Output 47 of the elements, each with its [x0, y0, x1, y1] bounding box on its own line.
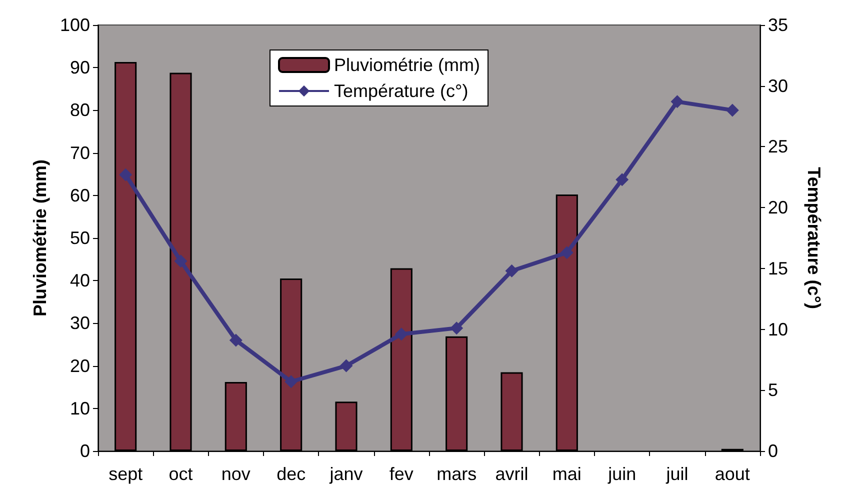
y-tick-label: 40: [70, 270, 90, 291]
y-axis-title: Pluviométrie (mm): [30, 159, 50, 317]
y-tick-label: 20: [70, 356, 90, 376]
y2-tick-label: 30: [768, 76, 788, 96]
y2-axis-title: Température (c°): [804, 167, 824, 309]
x-tick-label: dec: [276, 464, 306, 484]
point: [394, 328, 408, 341]
x-tick-label: sept: [108, 464, 143, 484]
point: [560, 246, 574, 260]
y-tick-label: 0: [80, 441, 90, 461]
legend-label: Température (c°): [334, 81, 468, 101]
y-tick-label: 70: [70, 142, 90, 163]
point: [616, 173, 629, 186]
x-tick-label: aout: [714, 464, 750, 484]
y-tick-label: 10: [70, 398, 90, 418]
x-tick-label: juin: [607, 464, 636, 484]
x-tick-label: janv: [328, 464, 363, 484]
y2-tick-label: 5: [768, 380, 778, 400]
y2-tick-label: 35: [768, 15, 788, 35]
y2-tick-label: 15: [768, 258, 788, 278]
point: [726, 104, 739, 117]
point: [505, 264, 518, 278]
y2-tick-label: 10: [768, 319, 788, 340]
y2-tick-label: 25: [768, 136, 788, 157]
x-tick-label: oct: [168, 464, 193, 484]
point: [284, 375, 298, 388]
y-tick-label: 30: [70, 313, 90, 334]
x-tick-label: juil: [665, 464, 688, 484]
y-tick-label: 60: [70, 185, 90, 206]
x-tick-label: mars: [436, 464, 477, 484]
point: [670, 95, 684, 108]
point: [450, 322, 464, 335]
point: [174, 254, 188, 268]
point: [340, 359, 353, 372]
x-tick-label: nov: [221, 464, 250, 484]
y2-tick-label: 20: [768, 198, 788, 218]
x-tick-label: avril: [495, 464, 528, 484]
x-tick-label: mai: [552, 464, 582, 484]
y-tick-label: 90: [70, 58, 90, 78]
y-tick-label: 50: [70, 228, 90, 248]
point: [229, 334, 242, 347]
y-tick-label: 100: [60, 15, 90, 35]
x-tick-label: fev: [389, 464, 414, 484]
point: [119, 168, 132, 182]
y-tick-label: 80: [70, 100, 90, 120]
y2-tick-label: 0: [768, 441, 778, 461]
legend-label: Pluviométrie (mm): [334, 55, 480, 75]
